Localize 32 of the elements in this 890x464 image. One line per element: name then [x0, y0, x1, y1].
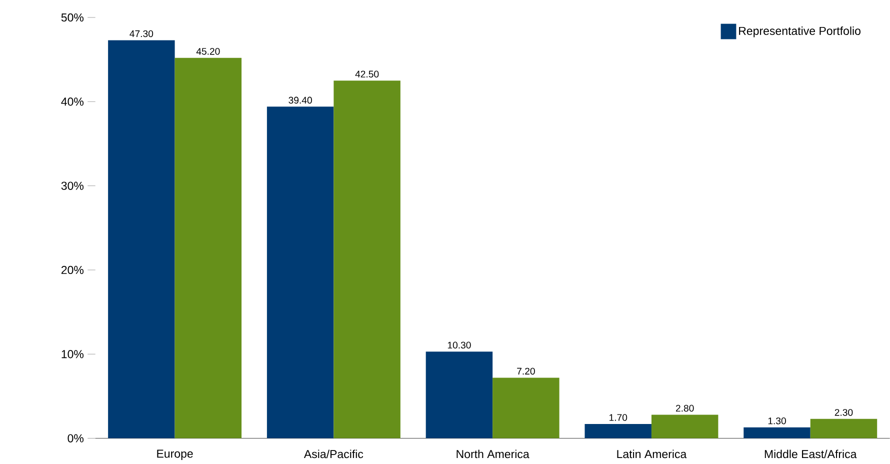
bar — [584, 424, 652, 439]
y-tick-label: 20% — [61, 266, 84, 274]
data-label: 2.80 — [676, 405, 694, 412]
bar — [334, 80, 400, 439]
bar — [810, 419, 878, 439]
bar — [744, 428, 810, 439]
bar — [108, 40, 175, 439]
x-tick-label: North America — [456, 450, 530, 458]
x-tick-label: Europe — [157, 450, 193, 460]
y-tick-label: 30% — [61, 182, 84, 190]
data-label: 42.50 — [355, 70, 379, 78]
y-tick-label: 50% — [61, 14, 84, 22]
bar — [492, 378, 560, 439]
data-label: 2.30 — [834, 409, 853, 416]
data-label: 1.30 — [768, 418, 786, 424]
data-label: 39.40 — [288, 97, 312, 104]
x-tick-label: Asia/Pacific — [304, 450, 364, 458]
data-label: 47.30 — [130, 30, 154, 38]
bar — [651, 414, 718, 439]
data-label: 7.20 — [517, 368, 535, 375]
x-tick-label: Latin America — [617, 450, 687, 458]
data-label: 10.30 — [448, 342, 471, 349]
legend-label: Representative Portfolio — [739, 26, 860, 38]
y-tick-label: 0% — [68, 434, 84, 443]
x-tick-label: Middle East/Africa — [764, 450, 857, 458]
y-tick-label: 40% — [61, 98, 84, 106]
data-label: 1.70 — [610, 414, 628, 422]
data-label: 45.20 — [196, 48, 220, 56]
bar — [266, 106, 334, 439]
bar — [174, 58, 242, 439]
y-tick-label: 10% — [62, 350, 84, 358]
bar — [426, 352, 493, 439]
